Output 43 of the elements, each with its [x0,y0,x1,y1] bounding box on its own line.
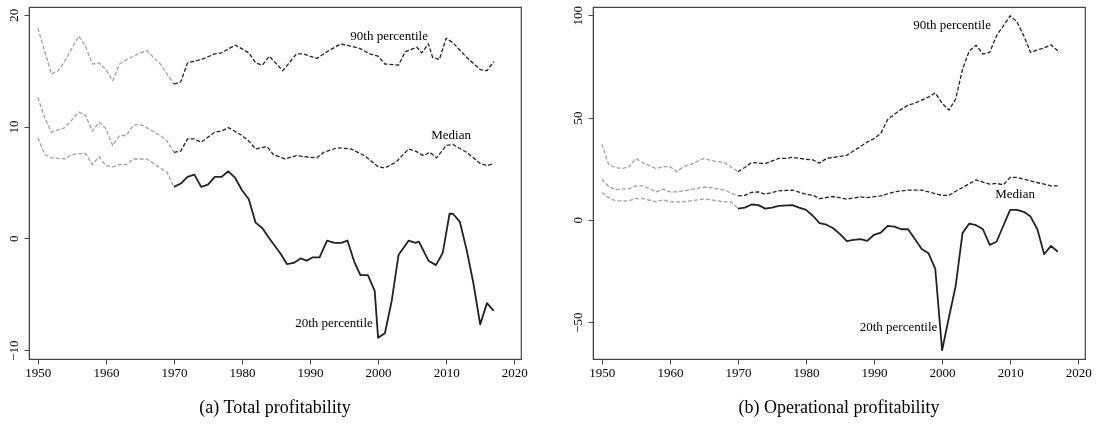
x-tick-label: 1960 [657,364,684,380]
x-tick-label: 1980 [793,364,820,380]
x-tick-label: 1970 [161,364,188,380]
y-tick-label: −10 [5,340,21,361]
annotation: 90th percentile [913,17,992,33]
line-series [37,137,175,188]
x-tick-label: 2000 [929,364,956,380]
x-tick-label: 2020 [1065,364,1092,380]
x-tick-label: 2020 [501,364,528,380]
annotation: Median [431,127,472,143]
line-series [173,127,495,169]
annotation: Median [995,186,1036,202]
x-tick-label: 1990 [297,364,324,380]
x-tick-label: 2010 [433,364,460,380]
x-tick-label: 1950 [25,364,52,380]
x-tick-label: 1960 [93,364,120,380]
line-series [601,178,739,197]
x-tick-label: 1970 [725,364,752,380]
line-series [737,176,1059,200]
text: (b) Operational profitability [738,397,940,418]
x-tick-label: 1980 [229,364,256,380]
x-tick-label: 1990 [861,364,888,380]
line-series [737,203,1059,352]
y-tick-label: 0 [569,217,585,224]
x-tick-label: 1950 [589,364,616,380]
annotation: 90th percentile [350,28,429,44]
y-tick-label: −50 [569,312,585,333]
line-series [37,96,175,153]
y-tick-label: 50 [569,111,585,125]
x-tick-label: 2000 [365,364,392,380]
x-tick-label: 2010 [997,364,1024,380]
line-series [173,170,495,339]
y-tick-label: 0 [5,235,21,243]
line-series [737,15,1059,173]
y-tick-label: 100 [569,5,585,26]
line-series [37,27,175,85]
annotation: 20th percentile [295,315,374,331]
y-tick-label: 20 [5,8,21,22]
line-series [601,143,739,173]
line-series [601,191,739,210]
annotation: 20th percentile [859,319,938,335]
text: (a) Total profitability [199,397,351,418]
y-tick-label: 10 [5,120,21,134]
